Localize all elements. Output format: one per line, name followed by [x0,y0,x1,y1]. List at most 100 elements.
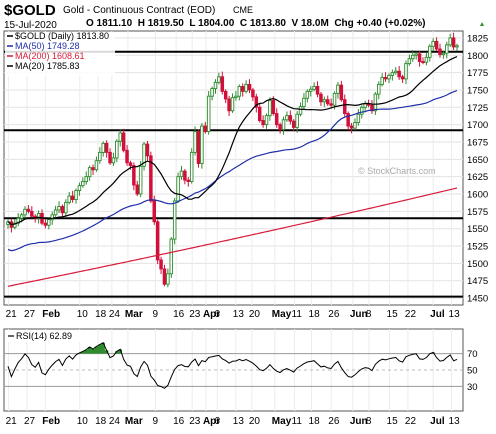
candle-body [196,131,201,164]
candle-body [47,219,51,226]
rsi-y-tick-label: 30 [467,382,478,393]
candle-body [336,84,340,94]
candle-body [60,206,65,214]
candle-body [145,143,150,157]
candle-body [325,99,330,105]
date-tick-label: Jun [350,309,368,320]
rsi-label: RSI(14) 62.89 [16,331,72,341]
date-tick-label: 11 [292,416,303,427]
candle-body [390,72,395,76]
price-vertical-grid [8,31,453,305]
exchange-label: CME [233,5,253,15]
candle-body [57,206,61,211]
price-y-tick-label: 1650 [467,155,488,166]
candle-body [118,132,122,142]
candle-body [87,167,92,178]
candle-body [274,113,279,126]
ma20-line [7,56,458,226]
candle-body [98,151,102,162]
date-tick-label: May [272,416,292,427]
candle-body [84,176,88,182]
candle-body [271,99,276,114]
candle-body [172,200,177,240]
candle-body [132,165,136,186]
candle-body [183,170,187,181]
candle-body [363,103,367,108]
candle-body [431,40,435,47]
candle-body [305,90,310,99]
date-tick-label: Mar [125,309,143,320]
date-tick-label: 21 [6,309,18,320]
candle-body [411,54,415,60]
date-tick-label: 18 [95,416,107,427]
date-tick-label: 6 [214,416,220,427]
candle-body [104,142,109,153]
candle-body [138,165,143,195]
date-tick-label: 27 [24,416,36,427]
date-tick-label: Mar [125,416,143,427]
candle-body [13,222,17,228]
candle-body [91,167,95,171]
date-tick-label: Feb [42,309,60,320]
candle-body [387,74,391,80]
candle-body [159,259,163,270]
date-tick-label: 27 [24,309,36,320]
candle-body [268,99,272,117]
legend-entry: MA(200) 1608.61 [15,51,85,61]
legend-entry: $GOLD (Daily) 1813.80 [15,31,109,41]
candle-body [285,115,289,121]
candle-body [407,58,412,65]
ohlc-readout: O 1811.10 H 1819.50 L 1804.00 C 1813.80 … [86,18,425,29]
date-tick-label: 16 [173,416,185,427]
date-tick-label: 9 [152,416,158,427]
candle-body [125,149,129,164]
candle-body [220,76,225,92]
date-tick-label: 21 [6,416,18,427]
candle-body [53,209,58,216]
candle-body [227,98,231,112]
price-y-tick-label: 1800 [467,51,488,62]
price-y-tick-label: 1475 [467,276,488,287]
date-tick-label: Jul [430,416,445,427]
candle-body [451,37,456,48]
legend-entry: MA(20) 1785.83 [15,61,80,71]
date-tick-label: 8 [366,416,372,427]
date-tick-label: Jun [350,416,368,427]
candle-body [424,56,429,63]
candle-body [43,222,48,226]
date-tick-label: 18 [95,309,107,320]
candle-body [111,157,116,164]
candle-body [346,113,350,127]
candle-body [278,124,282,130]
date-tick-label: 22 [405,309,417,320]
candle-body [206,95,211,133]
date-tick-label: 13 [449,309,461,320]
candle-body [448,37,452,46]
candle-body [373,93,378,112]
date-tick-label: 16 [173,309,185,320]
candle-body [26,208,31,212]
price-y-tick-label: 1525 [467,242,488,253]
rsi-label-box [5,330,85,342]
date-tick-label: 18 [309,309,321,320]
date-tick-label: 20 [249,309,261,320]
candle-body [295,113,299,128]
candle-body [343,99,347,114]
candle-body [234,95,238,99]
candle-body [315,86,320,95]
quote-date: 15-Jul-2020 [4,20,57,31]
date-tick-label: Apr [203,416,220,427]
ma50-line [7,89,458,252]
date-tick-label: 20 [249,416,261,427]
candle-body [302,97,306,108]
price-y-tick-label: 1825 [467,33,488,44]
candle-body [308,88,313,92]
candle-body [237,86,242,97]
candle-body [74,190,78,201]
candle-body [319,93,323,103]
candle-body [36,212,41,219]
